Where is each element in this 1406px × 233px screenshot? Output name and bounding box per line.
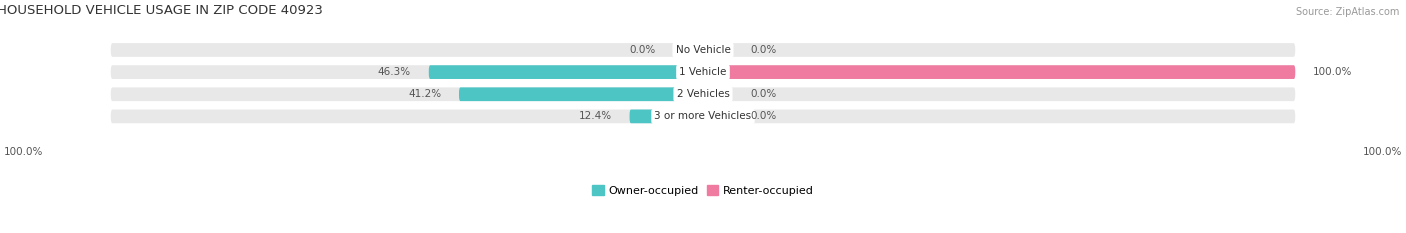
- FancyBboxPatch shape: [111, 110, 1295, 123]
- FancyBboxPatch shape: [111, 87, 1295, 101]
- Text: 12.4%: 12.4%: [579, 111, 612, 121]
- Text: 41.2%: 41.2%: [408, 89, 441, 99]
- FancyBboxPatch shape: [111, 43, 1295, 57]
- Text: No Vehicle: No Vehicle: [675, 45, 731, 55]
- Text: Source: ZipAtlas.com: Source: ZipAtlas.com: [1295, 7, 1399, 17]
- Text: 100.0%: 100.0%: [1313, 67, 1353, 77]
- Text: 0.0%: 0.0%: [751, 89, 776, 99]
- FancyBboxPatch shape: [429, 65, 703, 79]
- Text: HOUSEHOLD VEHICLE USAGE IN ZIP CODE 40923: HOUSEHOLD VEHICLE USAGE IN ZIP CODE 4092…: [0, 4, 323, 17]
- Text: 100.0%: 100.0%: [4, 147, 44, 157]
- Text: 3 or more Vehicles: 3 or more Vehicles: [654, 111, 752, 121]
- Text: 0.0%: 0.0%: [751, 111, 776, 121]
- FancyBboxPatch shape: [458, 87, 703, 101]
- FancyBboxPatch shape: [111, 65, 1295, 79]
- Legend: Owner-occupied, Renter-occupied: Owner-occupied, Renter-occupied: [592, 185, 814, 196]
- Text: 0.0%: 0.0%: [630, 45, 655, 55]
- Text: 1 Vehicle: 1 Vehicle: [679, 67, 727, 77]
- Text: 2 Vehicles: 2 Vehicles: [676, 89, 730, 99]
- Text: 0.0%: 0.0%: [751, 45, 776, 55]
- Text: 100.0%: 100.0%: [1362, 147, 1402, 157]
- FancyBboxPatch shape: [630, 110, 703, 123]
- Text: 46.3%: 46.3%: [378, 67, 411, 77]
- FancyBboxPatch shape: [703, 65, 1295, 79]
